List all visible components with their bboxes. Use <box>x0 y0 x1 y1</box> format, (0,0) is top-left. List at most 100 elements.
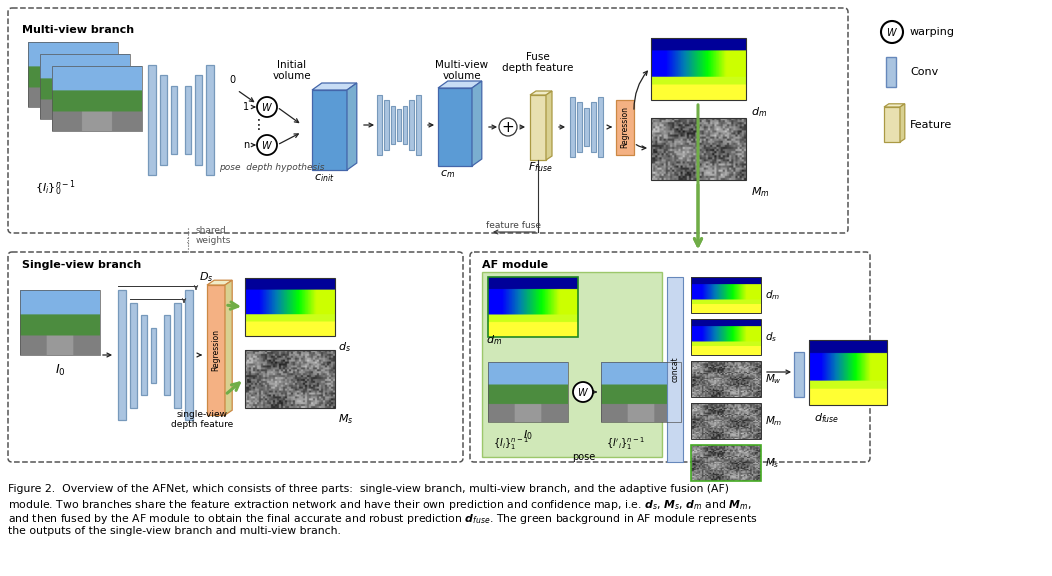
Bar <box>616 100 634 155</box>
Bar <box>160 75 167 165</box>
Bar <box>130 303 137 408</box>
Bar <box>148 65 156 175</box>
Circle shape <box>257 135 277 155</box>
Text: Regression: Regression <box>211 329 221 371</box>
Bar <box>409 100 414 150</box>
Text: $c_m$: $c_m$ <box>440 168 456 180</box>
Circle shape <box>257 97 277 117</box>
Text: pose  depth hypothesis: pose depth hypothesis <box>219 163 325 172</box>
Text: $\{I_i\}_1^{n-1}$: $\{I_i\}_1^{n-1}$ <box>493 435 529 452</box>
Bar <box>312 90 347 170</box>
Circle shape <box>499 118 517 136</box>
Text: $M_s$: $M_s$ <box>338 412 353 426</box>
Circle shape <box>881 21 903 43</box>
Polygon shape <box>347 83 357 170</box>
Bar <box>40 54 130 119</box>
Text: $\mathit{W}$: $\mathit{W}$ <box>578 386 589 398</box>
Text: single-view
depth feature: single-view depth feature <box>170 410 234 429</box>
Bar <box>576 102 582 152</box>
Bar <box>651 38 746 100</box>
Text: Multi-view branch: Multi-view branch <box>22 25 134 35</box>
Polygon shape <box>472 81 482 166</box>
Bar <box>416 95 421 155</box>
Text: $D_s$: $D_s$ <box>199 270 214 284</box>
Bar <box>174 303 181 408</box>
Text: $d_{fuse}$: $d_{fuse}$ <box>814 411 839 425</box>
Text: $\mathit{W}$: $\mathit{W}$ <box>261 139 272 151</box>
Bar <box>691 403 761 439</box>
Polygon shape <box>884 104 905 107</box>
Polygon shape <box>225 280 232 415</box>
Bar <box>118 290 126 420</box>
Bar <box>601 362 681 422</box>
Text: $d_m$: $d_m$ <box>751 105 767 119</box>
Text: pose: pose <box>572 452 595 462</box>
Bar <box>570 97 575 157</box>
Text: $\{I'_i\}_1^{n-1}$: $\{I'_i\}_1^{n-1}$ <box>606 435 645 452</box>
Text: $d_s$: $d_s$ <box>338 340 351 354</box>
Bar <box>164 315 170 395</box>
Bar <box>28 42 118 107</box>
Polygon shape <box>530 91 552 95</box>
Bar <box>591 102 596 152</box>
Text: $F_{fuse}$: $F_{fuse}$ <box>528 160 552 174</box>
Text: weights: weights <box>196 236 231 245</box>
Text: Conv: Conv <box>910 67 938 77</box>
Text: $M_w$: $M_w$ <box>765 372 782 386</box>
Text: $\mathit{W}$: $\mathit{W}$ <box>261 101 272 113</box>
Text: feature fuse: feature fuse <box>486 221 542 230</box>
Text: Single-view branch: Single-view branch <box>22 260 141 270</box>
Text: $\{I_i\}_0^{n-1}$: $\{I_i\}_0^{n-1}$ <box>35 178 76 198</box>
Bar <box>488 362 568 422</box>
Bar <box>206 65 214 175</box>
Text: volume: volume <box>272 71 311 81</box>
Text: :: : <box>186 235 189 245</box>
Text: 1: 1 <box>243 102 249 112</box>
Bar <box>691 319 761 355</box>
Text: the outputs of the single-view branch and multi-view branch.: the outputs of the single-view branch an… <box>8 526 341 536</box>
Text: Fuse: Fuse <box>526 52 550 62</box>
Text: 0: 0 <box>229 75 235 85</box>
Bar <box>584 108 589 146</box>
Text: ⋮: ⋮ <box>252 118 266 132</box>
Bar <box>691 277 761 313</box>
Text: $d_m$: $d_m$ <box>486 333 502 347</box>
Bar <box>52 66 142 131</box>
Polygon shape <box>207 280 232 285</box>
Polygon shape <box>546 91 552 160</box>
Bar <box>245 278 335 336</box>
Text: Feature: Feature <box>910 120 952 130</box>
Bar <box>884 107 901 142</box>
Text: depth feature: depth feature <box>502 63 573 73</box>
Text: and then fused by the AF module to obtain the final accurate and robust predicti: and then fused by the AF module to obtai… <box>8 512 757 526</box>
Polygon shape <box>312 83 357 90</box>
Text: $\mathit{W}$: $\mathit{W}$ <box>886 26 898 38</box>
Text: AF module: AF module <box>482 260 548 270</box>
Text: Initial: Initial <box>278 60 306 70</box>
Text: module. Two branches share the feature extraction network and have their own pre: module. Two branches share the feature e… <box>8 498 752 512</box>
Polygon shape <box>901 104 905 142</box>
Text: $c_{init}$: $c_{init}$ <box>313 172 335 184</box>
Bar <box>391 106 394 144</box>
Bar <box>397 109 401 141</box>
Bar <box>651 118 746 180</box>
Bar <box>207 285 225 415</box>
Bar <box>20 290 100 355</box>
Bar <box>667 277 683 462</box>
Text: $I_0$: $I_0$ <box>523 428 532 442</box>
Bar <box>185 86 191 154</box>
Text: warping: warping <box>910 27 955 37</box>
Text: shared: shared <box>196 226 227 235</box>
Bar <box>438 88 472 166</box>
Text: volume: volume <box>443 71 482 81</box>
Bar <box>530 95 546 160</box>
Bar <box>384 100 389 150</box>
Text: $M_m$: $M_m$ <box>765 414 783 428</box>
Circle shape <box>573 382 593 402</box>
Text: Regression: Regression <box>621 107 629 149</box>
Text: Multi-view: Multi-view <box>436 60 488 70</box>
Bar <box>141 315 147 395</box>
Bar <box>403 106 407 144</box>
Bar <box>794 352 804 397</box>
Text: concat: concat <box>670 357 680 382</box>
